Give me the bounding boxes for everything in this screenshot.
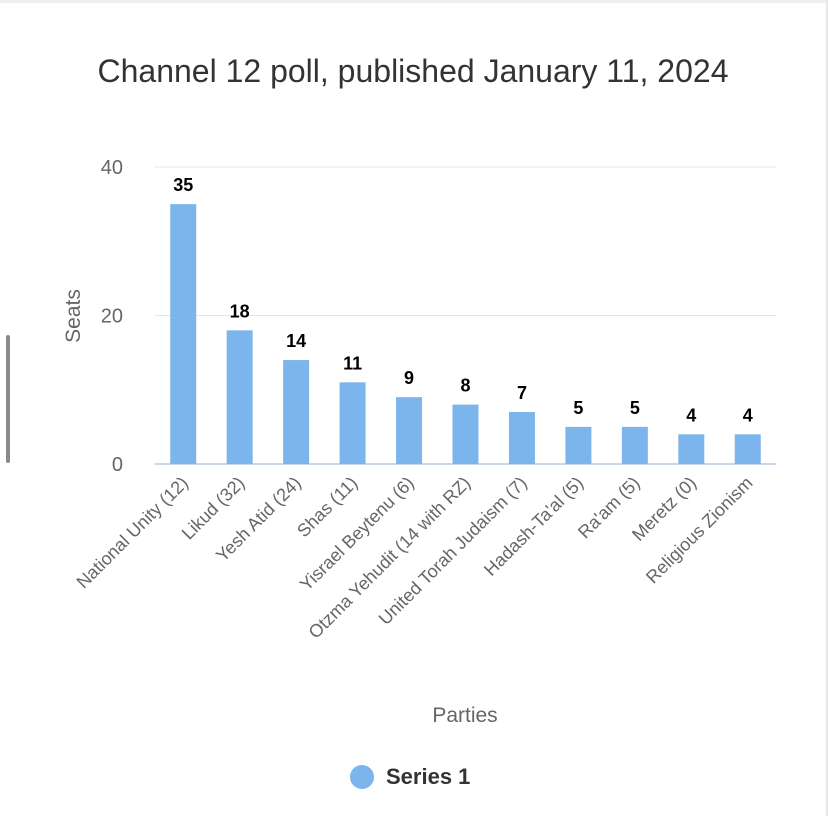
bar [339,382,366,464]
data-label: 4 [743,405,753,425]
bar [734,434,761,464]
bar [565,426,592,464]
legend-label: Series 1 [386,764,471,789]
bar [226,330,253,464]
bar [170,204,197,464]
data-label: 4 [686,405,696,425]
y-tick-label: 0 [112,454,123,476]
bar [452,404,479,464]
y-axis-title: Seats [62,289,85,343]
chart-title: Channel 12 poll, published January 11, 2… [97,53,729,89]
legend[interactable]: Series 1 [350,764,470,790]
data-label: 9 [404,368,414,388]
data-label: 5 [630,398,640,418]
x-tick-label: National Unity (12) [73,473,193,593]
data-label: 35 [173,175,193,195]
x-tick-label: Hadash-Ta'al (5) [480,473,587,580]
bar [283,360,310,464]
y-tick-label: 40 [101,157,123,179]
data-label: 7 [517,383,527,403]
x-tick-label: Religious Zionism [642,473,757,588]
x-axis-title: Parties [432,704,497,727]
data-label: 5 [573,398,583,418]
bar [508,412,535,464]
bar [396,397,423,464]
right-border [826,0,828,816]
scrollbar-handle[interactable] [6,335,10,463]
data-label: 18 [230,301,250,321]
data-label: 14 [286,331,306,351]
legend-swatch [350,765,374,789]
data-label: 8 [460,376,470,396]
top-border [0,0,828,3]
y-tick-label: 20 [101,306,123,328]
bar [678,434,705,464]
bar [621,426,648,464]
data-label: 11 [343,353,362,373]
